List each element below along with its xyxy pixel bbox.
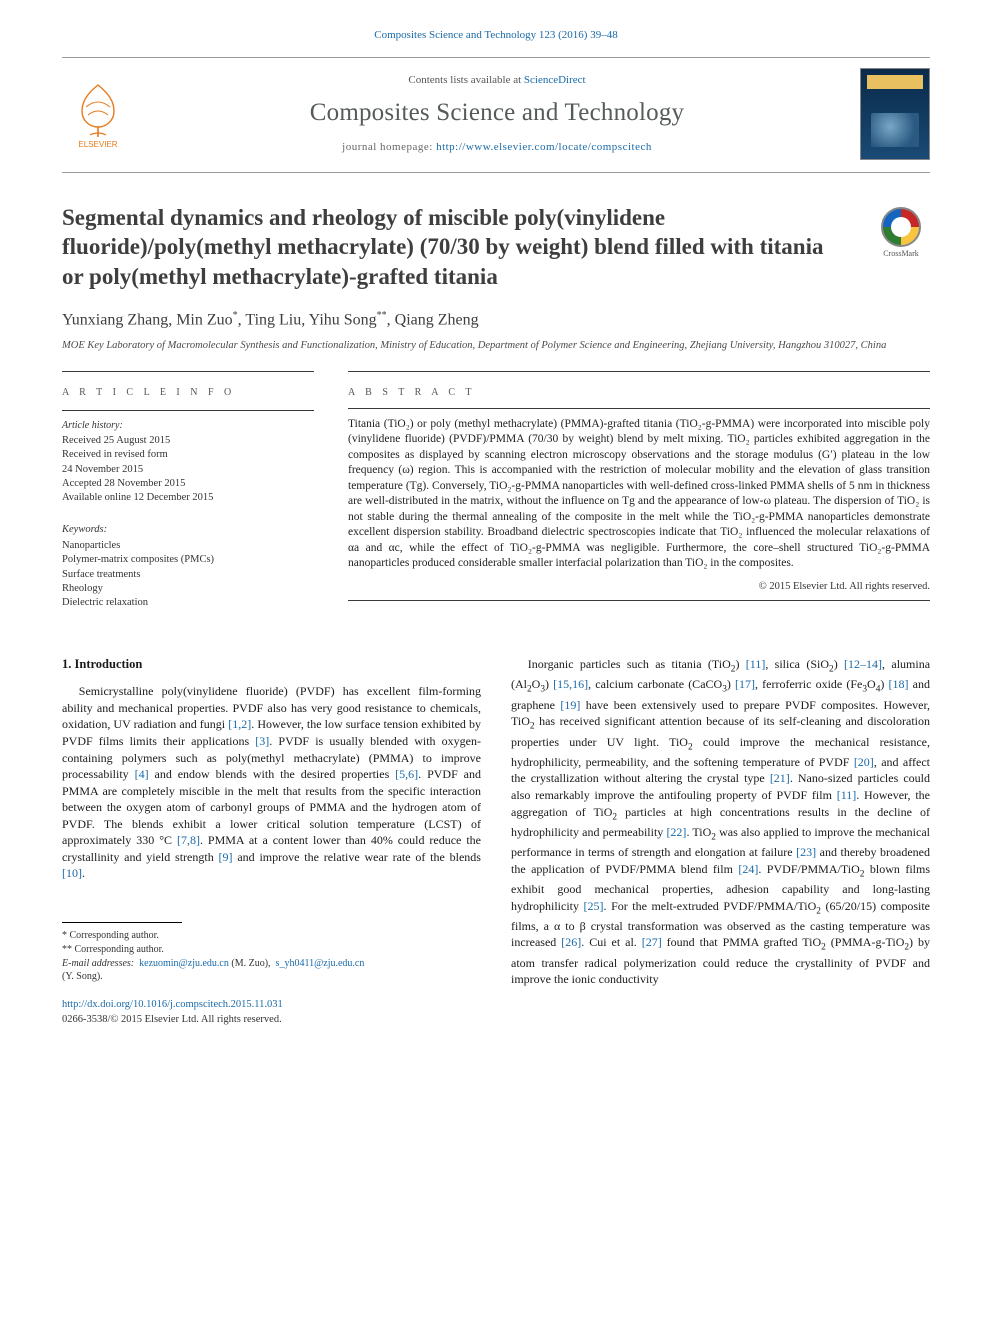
abstract-column: A B S T R A C T Titania (TiO₂) or poly (…	[348, 371, 930, 610]
history-revised-1: Received in revised form	[62, 448, 314, 462]
ref-link-9[interactable]: [9]	[219, 850, 233, 864]
article-info-heading: A R T I C L E I N F O	[62, 386, 314, 400]
info-abstract-row: A R T I C L E I N F O Article history: R…	[62, 371, 930, 610]
email-link-1[interactable]: kezuomin@zju.edu.cn	[139, 958, 229, 969]
ref-link-15-16[interactable]: [15,16]	[553, 677, 588, 691]
corr-note-1: * Corresponding author.	[62, 929, 481, 943]
section-title: Introduction	[75, 657, 143, 671]
homepage-line: journal homepage: http://www.elsevier.co…	[160, 140, 834, 155]
contents-line: Contents lists available at ScienceDirec…	[160, 73, 834, 88]
keyword-4: Rheology	[62, 582, 314, 596]
ref-link-7-8[interactable]: [7,8]	[177, 833, 200, 847]
ref-link-25[interactable]: [25]	[584, 899, 604, 913]
email-who-1: (M. Zuo),	[231, 958, 270, 969]
ref-link-1-2[interactable]: [1,2]	[228, 717, 251, 731]
ref-link-10[interactable]: [10]	[62, 866, 82, 880]
ref-link-27[interactable]: [27]	[642, 935, 662, 949]
keyword-2: Polymer-matrix composites (PMCs)	[62, 553, 314, 567]
masthead: ELSEVIER Contents lists available at Sci…	[62, 57, 930, 173]
homepage-prefix: journal homepage:	[342, 141, 436, 153]
ref-link-4[interactable]: [4]	[135, 767, 149, 781]
doi-block: http://dx.doi.org/10.1016/j.compscitech.…	[62, 998, 481, 1027]
article-info-column: A R T I C L E I N F O Article history: R…	[62, 371, 314, 610]
section-1-heading: 1. Introduction	[62, 656, 481, 673]
ref-link-24[interactable]: [24]	[738, 862, 758, 876]
abstract-heading: A B S T R A C T	[348, 386, 930, 400]
elsevier-tree-icon: ELSEVIER	[68, 79, 128, 149]
ref-link-18[interactable]: [18]	[889, 677, 909, 691]
crossmark-widget[interactable]: CrossMark	[872, 207, 930, 260]
ref-link-21[interactable]: [21]	[770, 771, 790, 785]
ref-link-11b[interactable]: [11]	[837, 788, 857, 802]
publisher-logo: ELSEVIER	[62, 75, 134, 153]
ref-link-26[interactable]: [26]	[561, 935, 581, 949]
abstract-divider-bottom	[348, 600, 930, 601]
article-title: Segmental dynamics and rheology of misci…	[62, 203, 842, 291]
history-heading: Article history:	[62, 419, 314, 433]
homepage-link[interactable]: http://www.elsevier.com/locate/compscite…	[436, 141, 652, 153]
keyword-5: Dielectric relaxation	[62, 596, 314, 610]
footer-rule	[62, 922, 182, 923]
history-revised-2: 24 November 2015	[62, 463, 314, 477]
corresponding-footer: * Corresponding author. ** Corresponding…	[62, 922, 481, 1027]
ref-link-5-6[interactable]: [5,6]	[395, 767, 418, 781]
affiliation: MOE Key Laboratory of Macromolecular Syn…	[62, 339, 930, 353]
ref-link-3[interactable]: [3]	[255, 734, 269, 748]
journal-cover-thumb	[860, 68, 930, 160]
article-body: 1. Introduction Semicrystalline poly(vin…	[62, 656, 930, 1027]
corr-mark-2: **	[377, 310, 387, 321]
info-divider	[62, 410, 314, 411]
header-citation: Composites Science and Technology 123 (2…	[62, 28, 930, 43]
author-list: Yunxiang Zhang, Min Zuo*, Ting Liu, Yihu…	[62, 309, 930, 331]
section-number: 1.	[62, 657, 71, 671]
svg-text:ELSEVIER: ELSEVIER	[78, 140, 117, 149]
corr-mark-1: *	[233, 310, 238, 321]
ref-link-23[interactable]: [23]	[796, 845, 816, 859]
ref-link-11[interactable]: [11]	[746, 657, 766, 671]
abstract-divider-top	[348, 408, 930, 409]
keyword-1: Nanoparticles	[62, 539, 314, 553]
ref-link-22[interactable]: [22]	[666, 825, 686, 839]
journal-name: Composites Science and Technology	[160, 96, 834, 130]
masthead-center: Contents lists available at ScienceDirec…	[150, 73, 844, 154]
body-para-1: Semicrystalline poly(vinylidene fluoride…	[62, 683, 481, 882]
abstract-text: Titania (TiO₂) or poly (methyl methacryl…	[348, 417, 930, 572]
history-received: Received 25 August 2015	[62, 434, 314, 448]
ref-link-17[interactable]: [17]	[735, 677, 755, 691]
email-label: E-mail addresses:	[62, 958, 134, 969]
ref-link-20[interactable]: [20]	[854, 755, 874, 769]
title-block: CrossMark Segmental dynamics and rheolog…	[62, 203, 930, 353]
email-link-2[interactable]: s_yh0411@zju.edu.cn	[276, 958, 365, 969]
crossmark-label: CrossMark	[883, 249, 919, 258]
keyword-3: Surface treatments	[62, 568, 314, 582]
history-accepted: Accepted 28 November 2015	[62, 477, 314, 491]
email-line: E-mail addresses: kezuomin@zju.edu.cn (M…	[62, 957, 481, 985]
email-who-2: (Y. Song).	[62, 971, 103, 982]
sciencedirect-link[interactable]: ScienceDirect	[524, 74, 586, 86]
body-para-2: Inorganic particles such as titania (TiO…	[511, 656, 930, 988]
keywords-heading: Keywords:	[62, 523, 314, 537]
crossmark-icon	[881, 207, 921, 247]
ref-link-19[interactable]: [19]	[560, 698, 580, 712]
history-online: Available online 12 December 2015	[62, 491, 314, 505]
ref-link-12-14[interactable]: [12–14]	[844, 657, 882, 671]
issn-copyright: 0266-3538/© 2015 Elsevier Ltd. All right…	[62, 1014, 282, 1025]
contents-prefix: Contents lists available at	[408, 74, 523, 86]
doi-link[interactable]: http://dx.doi.org/10.1016/j.compscitech.…	[62, 999, 283, 1010]
copyright-line: © 2015 Elsevier Ltd. All rights reserved…	[348, 580, 930, 594]
corr-note-2: ** Corresponding author.	[62, 943, 481, 957]
